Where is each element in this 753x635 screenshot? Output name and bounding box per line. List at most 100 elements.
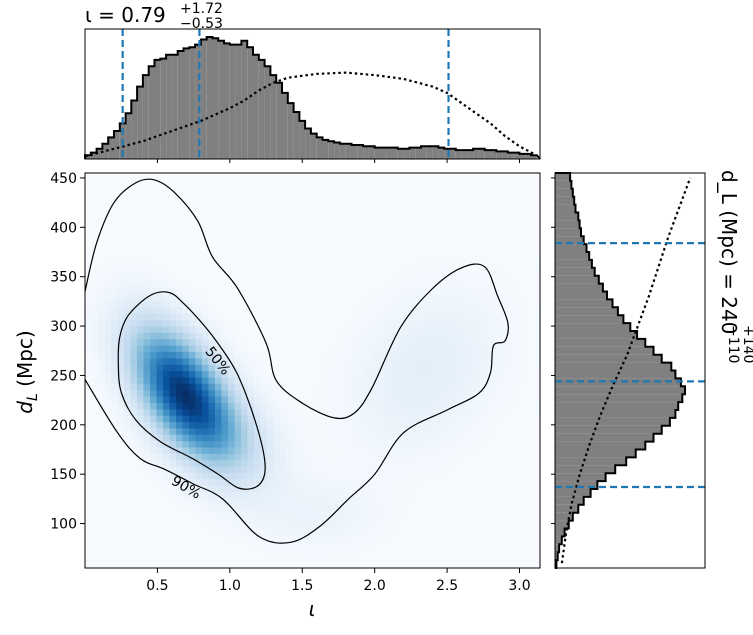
heatmap-cell <box>176 268 184 276</box>
heatmap-cell <box>345 510 353 518</box>
heatmap-cell <box>494 395 502 403</box>
heatmap-cell <box>254 427 262 435</box>
heatmap-cell <box>345 325 353 333</box>
heatmap-cell <box>306 555 314 563</box>
heatmap-cell <box>501 345 509 352</box>
heatmap-cell <box>442 548 450 556</box>
heatmap-cell <box>202 306 210 314</box>
heatmap-cell <box>442 446 450 454</box>
heatmap-cell <box>455 376 463 384</box>
heatmap-cell <box>507 364 515 372</box>
heatmap-cell <box>319 236 327 244</box>
heatmap-cell <box>280 510 288 518</box>
heatmap-cell <box>143 555 151 563</box>
heatmap-cell <box>117 536 125 544</box>
heatmap-cell <box>215 510 223 518</box>
heatmap-cell <box>377 179 385 187</box>
heatmap-cell <box>494 529 502 537</box>
heatmap-cell <box>137 561 145 568</box>
heatmap-cell <box>143 281 151 289</box>
heatmap-cell <box>410 485 418 493</box>
heatmap-cell <box>208 345 216 352</box>
heatmap-cell <box>442 300 450 308</box>
x-tick-label: 0.5 <box>146 578 168 594</box>
heatmap-cell <box>462 491 470 499</box>
heatmap-cell <box>488 504 496 512</box>
heatmap-cell <box>397 223 405 231</box>
heatmap-cell <box>442 523 450 531</box>
heatmap-cell <box>384 402 392 410</box>
heatmap-cell <box>293 211 301 219</box>
heatmap-cell <box>488 198 496 206</box>
heatmap-cell <box>416 287 424 295</box>
heatmap-cell <box>228 325 236 333</box>
heatmap-cell <box>312 268 320 276</box>
heatmap-cell <box>507 561 515 568</box>
heatmap-cell <box>468 179 476 187</box>
top-hist-bar <box>212 38 219 159</box>
heatmap-cell <box>351 364 359 372</box>
heatmap-cell <box>286 542 294 550</box>
heatmap-cell <box>234 294 242 302</box>
heatmap-cell <box>273 383 281 391</box>
heatmap-cell <box>215 561 223 568</box>
heatmap-cell <box>156 357 164 365</box>
heatmap-cell <box>364 478 372 486</box>
heatmap-cell <box>241 179 249 187</box>
heatmap-cell <box>254 306 262 314</box>
heatmap-cell <box>312 466 320 474</box>
heatmap-cell <box>293 376 301 384</box>
heatmap-cell <box>332 529 340 537</box>
heatmap-cell <box>150 179 158 187</box>
top-hist-bar <box>270 75 277 159</box>
heatmap-cell <box>462 389 470 397</box>
heatmap-cell <box>507 294 515 302</box>
heatmap-cell <box>384 364 392 372</box>
heatmap-cell <box>260 313 268 321</box>
heatmap-cell <box>507 466 515 474</box>
heatmap-cell <box>345 236 353 244</box>
heatmap-cell <box>247 313 255 321</box>
heatmap-cell <box>410 255 418 263</box>
heatmap-cell <box>273 211 281 219</box>
heatmap-cell <box>462 472 470 480</box>
heatmap-cell <box>182 472 190 480</box>
heatmap-cell <box>338 217 346 225</box>
heatmap-cell <box>247 211 255 219</box>
heatmap-cell <box>442 319 450 327</box>
heatmap-cell <box>494 345 502 352</box>
heatmap-cell <box>182 223 190 231</box>
heatmap-cell <box>221 370 229 378</box>
heatmap-cell <box>527 561 535 568</box>
heatmap-cell <box>358 281 366 289</box>
heatmap-cell <box>338 453 346 461</box>
heatmap-cell <box>189 192 197 200</box>
heatmap-cell <box>462 255 470 263</box>
heatmap-cell <box>312 351 320 359</box>
heatmap-cell <box>377 185 385 193</box>
heatmap-cell <box>228 383 236 391</box>
heatmap-cell <box>169 434 177 442</box>
heatmap-cell <box>156 376 164 384</box>
top-hist-bar <box>322 139 329 159</box>
heatmap-cell <box>462 421 470 429</box>
heatmap-cell <box>449 561 457 568</box>
heatmap-cell <box>163 453 171 461</box>
heatmap-cell <box>169 319 177 327</box>
heatmap-cell <box>358 466 366 474</box>
heatmap-cell <box>228 459 236 467</box>
heatmap-cell <box>176 459 184 467</box>
heatmap-cell <box>527 287 535 295</box>
heatmap-cell <box>351 179 359 187</box>
heatmap-cell <box>338 338 346 346</box>
heatmap-cell <box>332 548 340 556</box>
heatmap-cell <box>390 236 398 244</box>
heatmap-cell <box>267 325 275 333</box>
heatmap-cell <box>403 281 411 289</box>
heatmap-cell <box>520 300 528 308</box>
heatmap-cell <box>221 440 229 448</box>
heatmap-cell <box>241 173 249 180</box>
heatmap-cell <box>325 262 333 270</box>
heatmap-cell <box>377 294 385 302</box>
heatmap-cell <box>234 325 242 333</box>
